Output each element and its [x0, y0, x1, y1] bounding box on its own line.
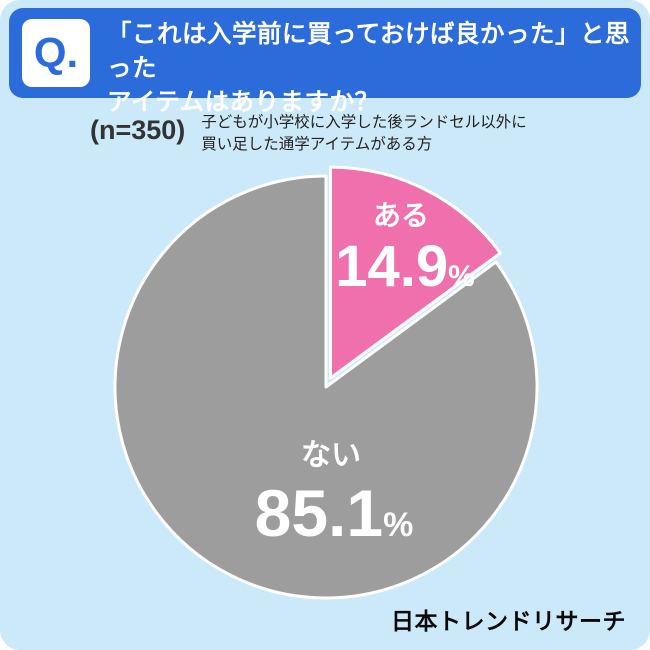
slice-label-nai-name: ない [301, 439, 361, 472]
nai-percent-unit: % [383, 506, 414, 544]
aru-percent-value: 14.9 [335, 234, 449, 299]
sample-note-line-2: 買い足した通学アイテムがある方 [201, 136, 433, 153]
aru-percent-unit: % [448, 260, 475, 293]
question-text: 「これは入学前に買っておけば良かった」と思った アイテムはありますか？ [107, 18, 641, 120]
slice-label-aru-name: ある [372, 200, 430, 231]
slice-label-aru-percent: 14.9% [335, 238, 475, 296]
q-logo-text: Q. [33, 29, 79, 76]
slice-label-nai-percent: 85.1% [255, 480, 414, 546]
sample-note-line-1: 子どもが小学校に入学した後ランドセル以外に [201, 114, 527, 131]
brand-logo-text: 日本トレンドリサーチ [391, 608, 626, 634]
q-logo: Q. [22, 19, 90, 87]
pie-slice-ない [113, 174, 539, 600]
pie-slice-ある [329, 165, 502, 380]
question-banner: Q. 「これは入学前に買っておけば良かった」と思った アイテムはありますか？ [9, 8, 641, 116]
sample-note: 子どもが小学校に入学した後ランドセル以外に 買い足した通学アイテムがある方 [201, 112, 527, 156]
sample-size-label: (n=350) [90, 115, 186, 145]
nai-percent-value: 85.1 [254, 476, 384, 550]
question-line-2: アイテムはありますか？ [107, 89, 380, 116]
question-line-1: 「これは入学前に買っておけば良かった」と思った [107, 21, 631, 82]
sample-info: (n=350) 子どもが小学校に入学した後ランドセル以外に 買い足した通学アイテ… [90, 112, 527, 156]
